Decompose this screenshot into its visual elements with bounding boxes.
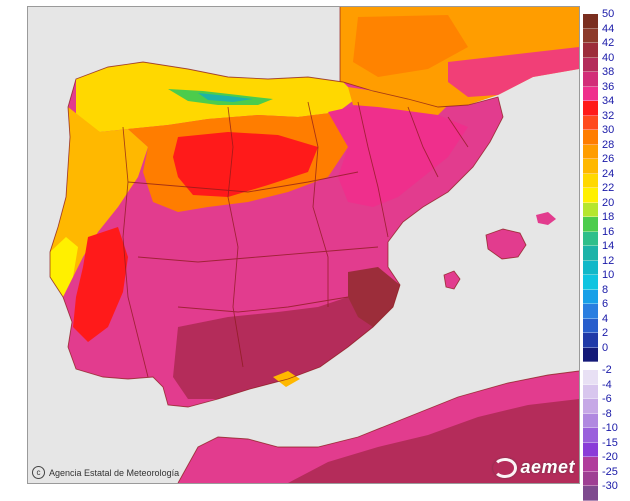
legend-swatch-negative-7 [583, 471, 598, 486]
western-orange-band [50, 107, 148, 277]
legend-label-positive-20: 6 [602, 298, 609, 310]
legend-swatch-negative-3 [583, 413, 598, 428]
legend-label-positive-6: 34 [602, 95, 615, 107]
legend-label-negative-1: -4 [602, 378, 612, 391]
legend-swatch-positive-9 [583, 144, 598, 159]
legend-swatch-negative-1 [583, 384, 598, 399]
legend-label-positive-8: 30 [602, 124, 615, 136]
pyrenees-orange [348, 87, 448, 115]
legend-label-positive-12: 22 [602, 182, 615, 194]
attribution: c Agencia Estatal de Meteorología [32, 466, 179, 479]
aemet-logo-text: aemet [520, 457, 575, 477]
legend-label-positive-5: 36 [602, 80, 615, 93]
legend-swatch-positive-19 [583, 289, 598, 304]
legend-swatch-negative-5 [583, 442, 598, 457]
northern-plateau-red [173, 132, 318, 197]
france-hot-zone [448, 47, 579, 97]
legend-swatch-negative-8 [583, 486, 598, 501]
legend-swatch-negative-6 [583, 457, 598, 472]
southern-hot-zone [173, 297, 373, 399]
legend-swatch-positive-14 [583, 217, 598, 232]
west-red-patch [73, 227, 128, 342]
menorca-island [536, 212, 556, 225]
legend-label-positive-4: 38 [602, 66, 615, 78]
legend-label-positive-21: 4 [602, 312, 609, 325]
legend-label-positive-10: 26 [602, 153, 615, 165]
legend-label-negative-4: -10 [602, 422, 618, 434]
legend-label-positive-15: 16 [602, 225, 615, 238]
legend-label-positive-7: 32 [602, 109, 615, 122]
temperature-map: c Agencia Estatal de Meteorología aemet [27, 6, 580, 484]
attribution-text: Agencia Estatal de Meteorología [49, 467, 180, 478]
copyright-icon: c [32, 466, 45, 479]
legend-label-positive-11: 24 [602, 167, 615, 180]
legend-label-positive-1: 44 [602, 22, 615, 35]
legend-label-positive-3: 40 [602, 51, 615, 64]
legend-label-negative-3: -8 [602, 407, 612, 420]
legend-label-positive-19: 8 [602, 283, 609, 296]
legend-label-positive-16: 14 [602, 240, 615, 252]
cantabrian-teal-strip [198, 93, 253, 102]
legend-swatch-positive-20 [583, 304, 598, 319]
legend-label-positive-23: 0 [602, 341, 609, 354]
legend-swatch-positive-11 [583, 173, 598, 188]
temperature-legend: 50 44 42 40 38 36 34 32 30 28 26 24 22 20 18 16 14 12 10 8 6… [583, 8, 628, 501]
legend-swatch-positive-18 [583, 275, 598, 290]
legend-label-negative-5: -15 [602, 436, 618, 449]
legend-swatch-positive-5 [583, 86, 598, 101]
map-canvas [28, 7, 579, 483]
legend-swatch-positive-1 [583, 28, 598, 43]
legend-swatch-negative-4 [583, 428, 598, 443]
legend-swatch-positive-15 [583, 231, 598, 246]
france-warm-zone [353, 15, 468, 77]
portugal-coastal-yellow [50, 237, 78, 297]
legend-swatch-positive-8 [583, 130, 598, 145]
legend-label-negative-0: -2 [602, 364, 612, 376]
legend-label-negative-7: -25 [602, 465, 618, 478]
legend-label-positive-13: 20 [602, 196, 615, 209]
legend-swatch-negative-0 [583, 370, 598, 385]
legend-swatch-positive-22 [583, 333, 598, 348]
legend-label-positive-0: 50 [602, 8, 615, 20]
legend-label-positive-18: 10 [602, 269, 615, 281]
legend-swatch-positive-6 [583, 101, 598, 116]
legend-swatch-positive-17 [583, 260, 598, 275]
legend-swatch-negative-2 [583, 399, 598, 414]
legend-label-negative-8: -30 [602, 480, 618, 492]
legend-label-negative-2: -6 [602, 393, 612, 405]
ibiza-island [444, 271, 460, 289]
aemet-logo-icon [493, 457, 518, 478]
legend-label-positive-14: 18 [602, 211, 615, 223]
legend-swatch-positive-3 [583, 57, 598, 72]
legend-swatch-positive-13 [583, 202, 598, 217]
legend-label-positive-22: 2 [602, 327, 609, 339]
legend-swatch-positive-10 [583, 159, 598, 174]
aemet-logo: aemet [493, 457, 575, 478]
legend-swatch-positive-16 [583, 246, 598, 261]
ebro-valley [328, 102, 468, 207]
legend-swatch-positive-23 [583, 347, 598, 362]
mallorca-island [486, 229, 526, 259]
legend-label-positive-9: 28 [602, 138, 615, 151]
legend-swatch-positive-2 [583, 43, 598, 58]
region-borders [49, 7, 579, 483]
legend-swatch-positive-4 [583, 72, 598, 87]
legend-label-positive-2: 42 [602, 37, 615, 49]
legend-label-negative-6: -20 [602, 451, 618, 463]
legend-swatch-positive-7 [583, 115, 598, 130]
legend-label-positive-17: 12 [602, 254, 615, 267]
southeast-hot-zone [348, 267, 400, 327]
legend-swatch-positive-12 [583, 188, 598, 203]
legend-swatch-positive-21 [583, 318, 598, 333]
legend-swatch-positive-0 [583, 14, 598, 29]
